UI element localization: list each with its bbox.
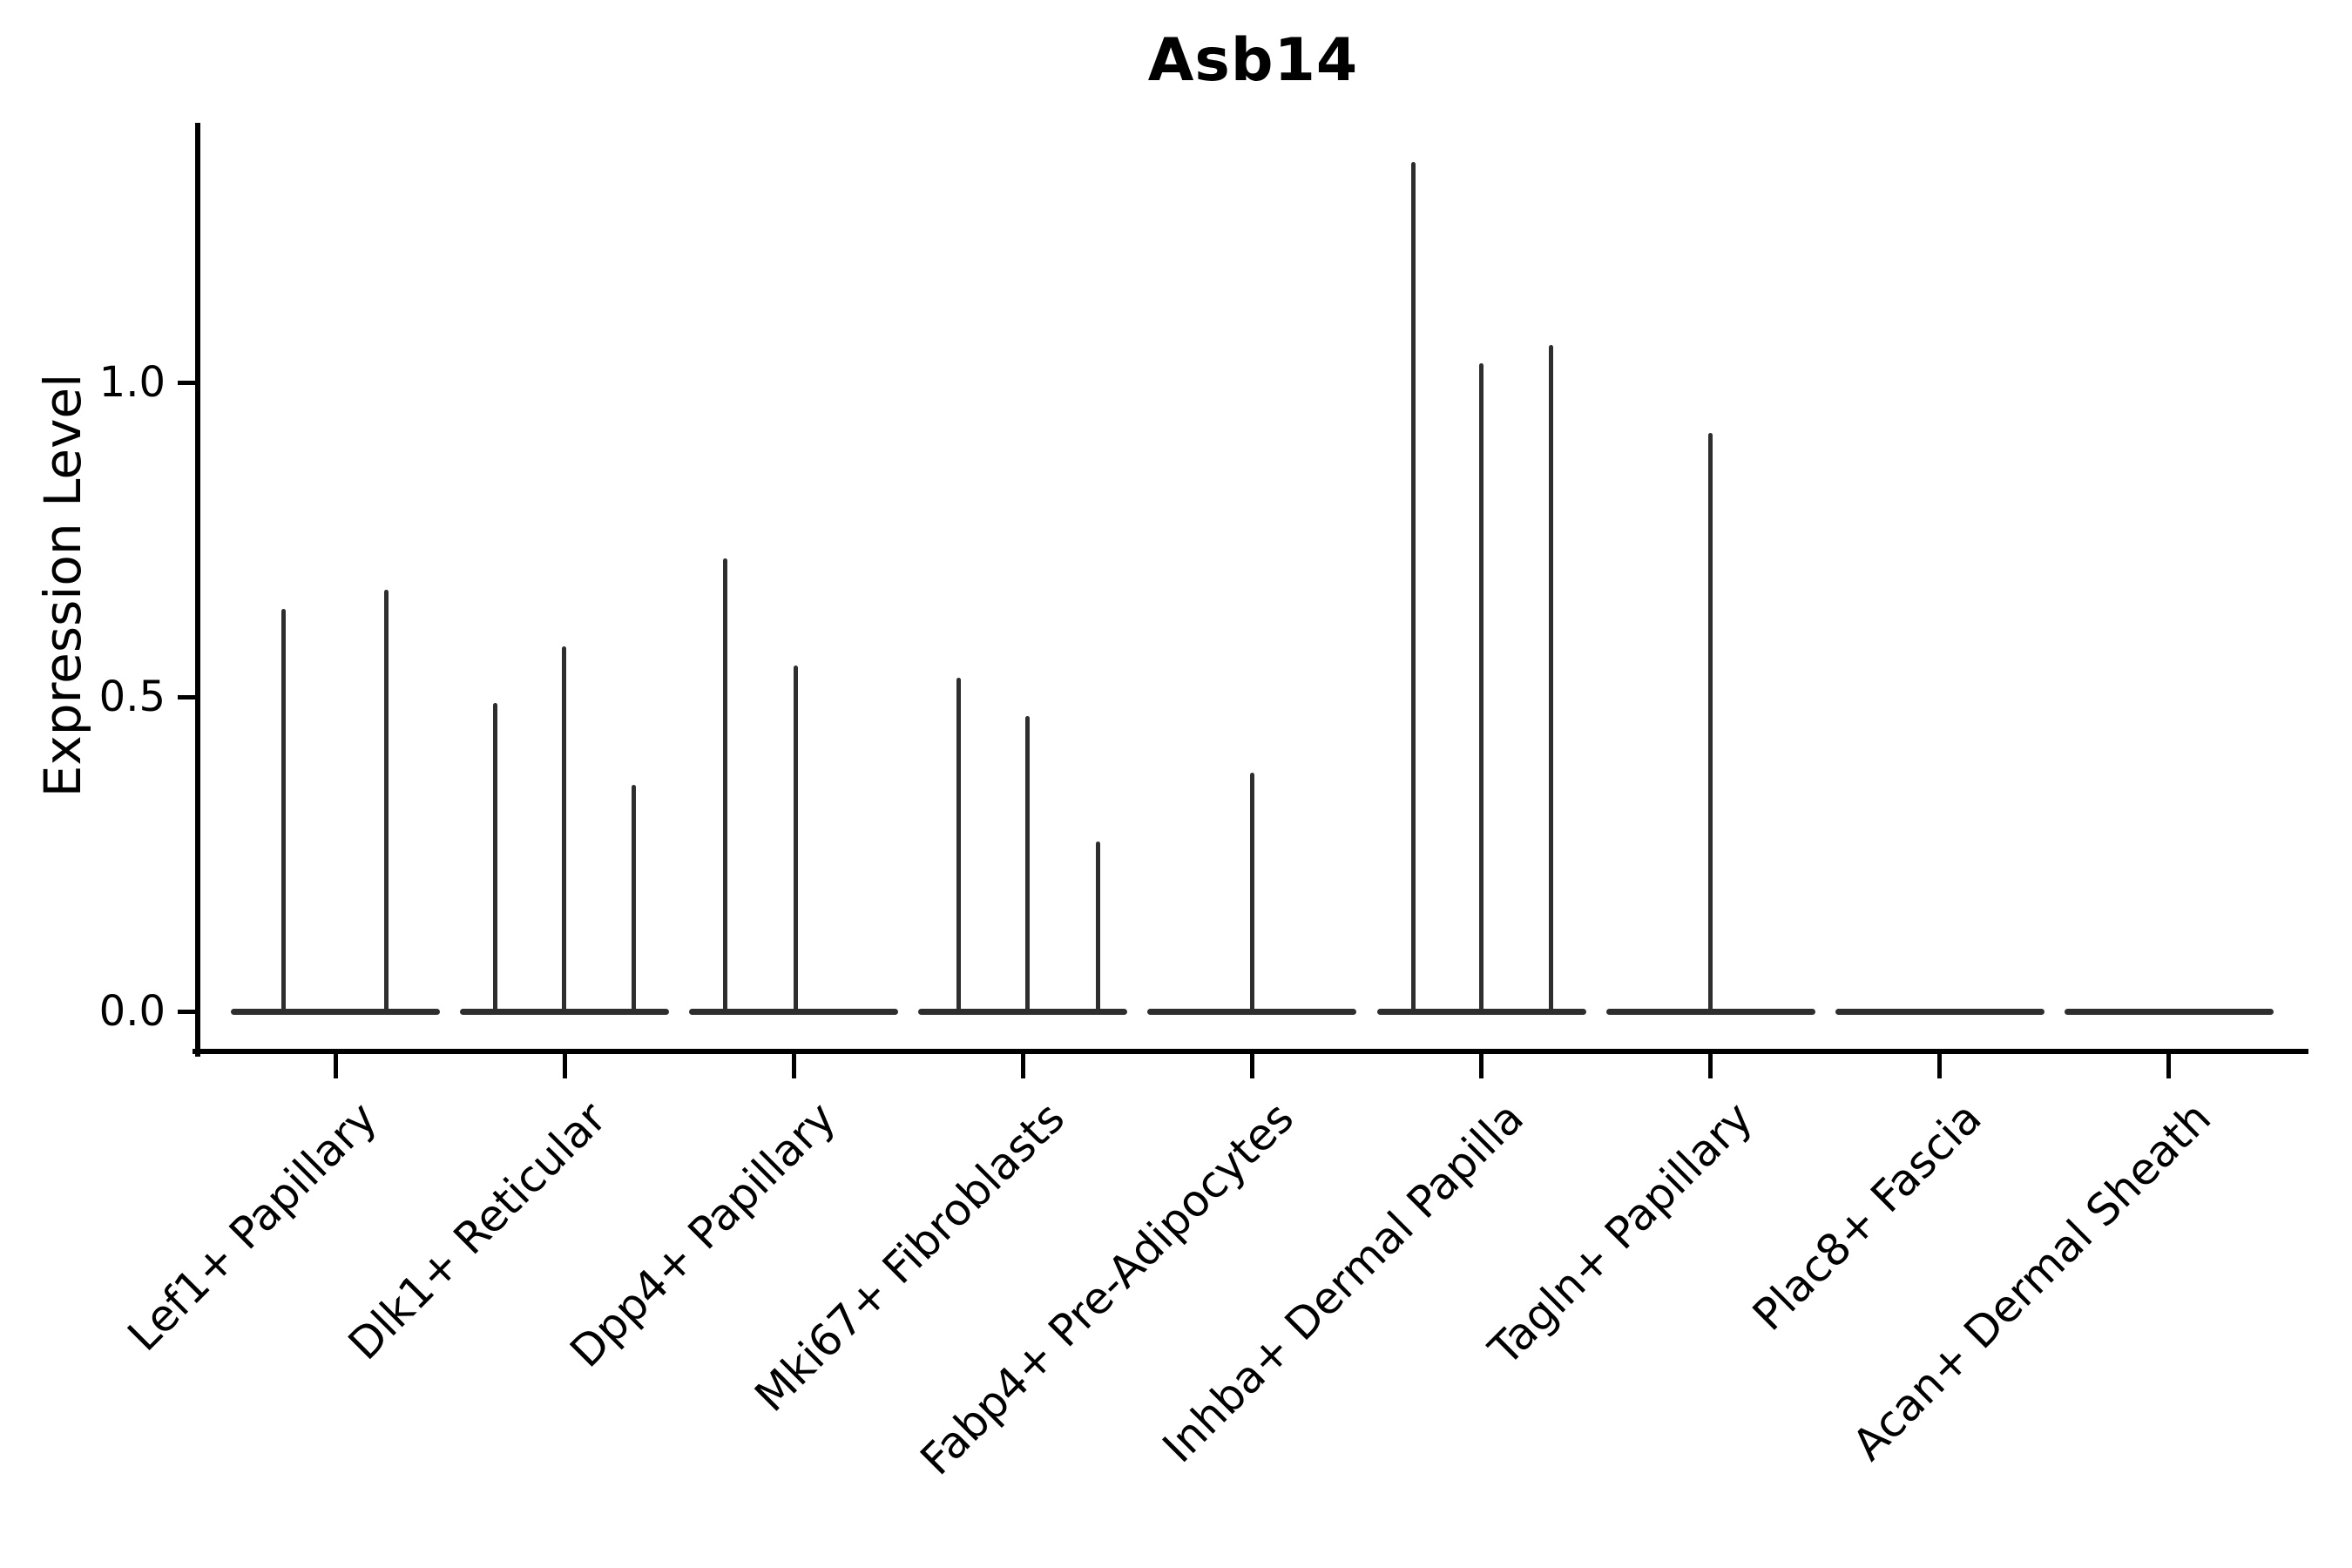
y-axis-spine [195,123,200,1057]
violin-spike [561,646,566,1014]
x-axis-label: Plac8+ Fascia [1742,1092,1991,1341]
violin-spike [1411,162,1416,1014]
y-tick-label: 0.0 [98,987,166,1036]
violin-baseline [1835,1008,2044,1015]
violin-spike [1479,363,1484,1014]
violin-baseline [918,1008,1128,1015]
violin-baseline [231,1008,440,1015]
violin-baseline [2064,1008,2274,1015]
violin-spike [383,590,389,1014]
x-tick-mark [1020,1052,1025,1078]
violin-spike [1549,344,1553,1014]
violin-spike [722,558,727,1014]
x-tick-mark [1937,1052,1943,1078]
x-tick-mark [2166,1052,2172,1078]
x-tick-mark [791,1052,796,1078]
violin-spike [492,703,497,1014]
y-axis-label: Expression Level [33,373,92,798]
y-tick-label: 1.0 [98,358,166,407]
violin-spike [956,678,961,1014]
x-tick-mark [1479,1052,1484,1078]
violin-spike [280,608,286,1014]
x-axis-spine [193,1049,2308,1054]
violin-spike [1249,772,1254,1014]
x-tick-mark [1249,1052,1254,1078]
plot-title: Asb14 [1147,26,1359,95]
violin-spike [631,785,636,1014]
violin-spike [1024,715,1030,1014]
violin-spike [1095,841,1100,1014]
x-tick-mark [562,1052,567,1078]
x-axis-label: Lef1+ Papillary [118,1092,388,1362]
violin-spike [793,665,798,1014]
x-tick-mark [333,1052,338,1078]
x-axis-label: Fabp4+ Pre-Adipocytes [910,1092,1304,1485]
x-tick-mark [1708,1052,1713,1078]
y-tick-mark [178,380,198,385]
y-tick-label: 0.5 [98,672,166,721]
violin-spike [1708,432,1713,1014]
y-tick-mark [178,694,198,700]
y-tick-mark [178,1009,198,1014]
